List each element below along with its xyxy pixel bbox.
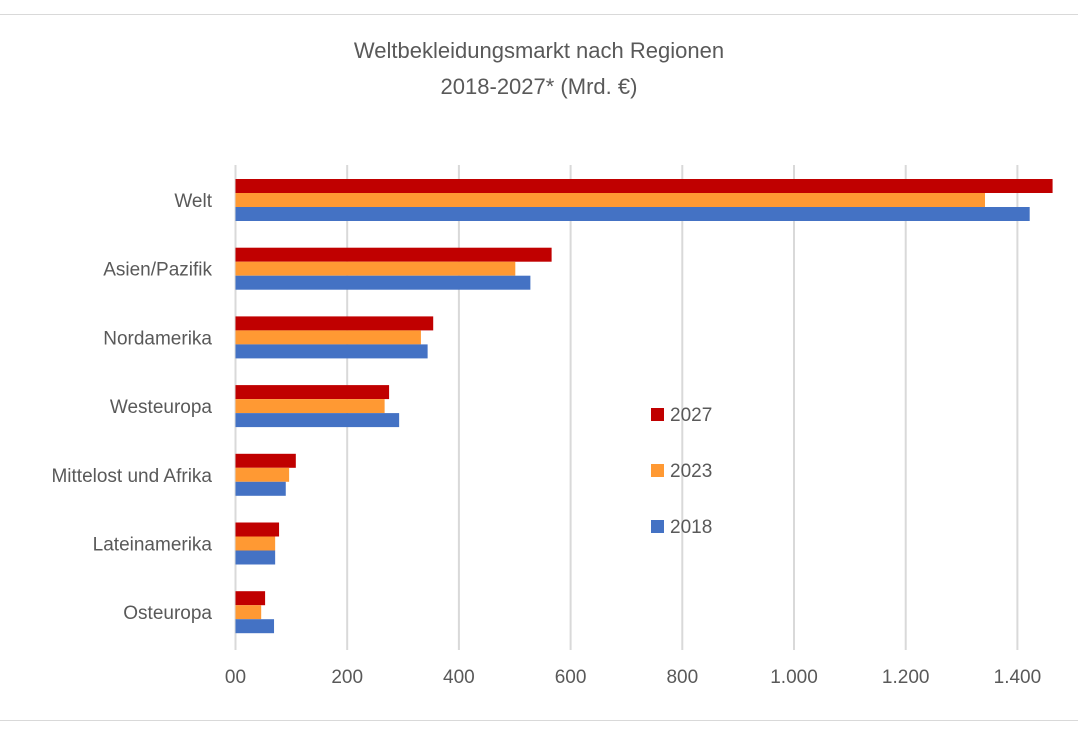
bar-2027 [235,179,1053,193]
bar-2018 [235,344,428,359]
category-label: Nordamerika [103,328,212,349]
legend-label: 2023 [670,461,712,482]
bar-2023 [235,399,385,414]
bar-2027 [235,453,296,468]
bar-2018 [235,275,531,290]
bottom-border [0,720,1078,721]
legend-label: 2027 [670,405,712,426]
x-tick-label: 400 [443,667,475,688]
category-label: Welt [174,191,212,212]
bar-2027 [235,247,552,262]
category-label: Lateinamerika [93,535,213,556]
legend-swatch-2018 [651,520,664,533]
bar-2027 [235,316,434,331]
bar-2027 [235,522,280,537]
category-label: Asien/Pazifik [103,260,212,281]
x-tick-label: 600 [555,667,587,688]
x-tick-label: 800 [666,667,698,688]
category-label: Mittelost und Afrika [51,466,212,487]
category-label: Westeuropa [110,397,213,418]
legend-swatch-2023 [651,464,664,477]
x-tick-label: 00 [225,667,246,688]
bar-2027 [235,591,266,606]
bar-2018 [235,619,275,634]
bar-2023 [235,605,262,620]
bar-2023 [235,330,421,345]
chart-title: Weltbekleidungsmarkt nach Regionen [353,38,725,63]
top-border [0,14,1078,15]
x-tick-label: 1.000 [770,667,818,688]
bar-2023 [235,467,290,482]
bar-2023 [235,193,986,207]
legend-swatch-2027 [651,408,664,421]
category-label: Osteuropa [123,603,212,624]
bar-2018 [235,207,1030,221]
bar-2023 [235,536,276,551]
bar-2027 [235,385,390,400]
legend-label: 2018 [670,517,712,538]
chart-subtitle: 2018-2027* (Mrd. €) [440,74,638,99]
bar-2023 [235,261,516,276]
bar-2018 [235,550,276,565]
x-tick-label: 1.200 [882,667,930,688]
bar-2018 [235,481,286,496]
x-tick-label: 1.400 [994,667,1042,688]
bar-2018 [235,413,400,428]
x-tick-label: 200 [331,667,363,688]
